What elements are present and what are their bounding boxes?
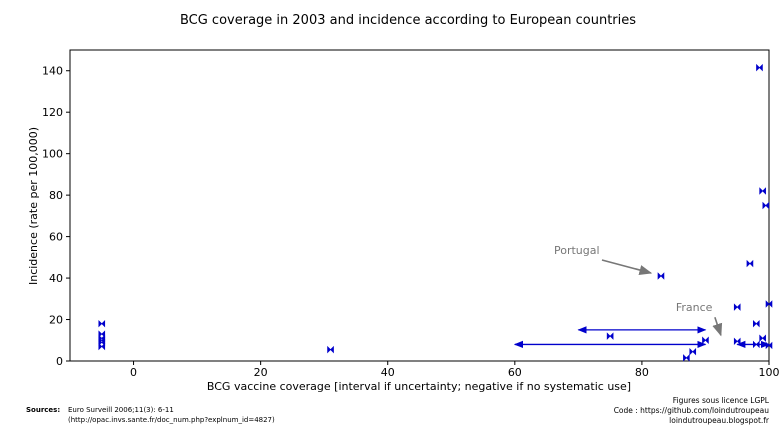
y-tick-label: 20 (49, 314, 63, 327)
blog-link: loindutroupeau.blogspot.fr (669, 416, 769, 425)
y-tick-label: 80 (49, 189, 63, 202)
x-tick-label: 40 (381, 366, 395, 379)
y-axis-label: Incidence (rate per 100,000) (27, 127, 40, 285)
y-tick-label: 100 (42, 148, 63, 161)
sources-block: Sources: Euro Surveill 2006;11(3): 6-11 … (26, 406, 275, 424)
y-tick-label: 60 (49, 231, 63, 244)
credits-block: Figures sous licence LGPL Code : https:/… (614, 396, 769, 426)
data-point (689, 347, 697, 356)
data-point (765, 341, 773, 350)
interval-arrows (513, 326, 770, 349)
data-point (759, 334, 766, 342)
data-points (98, 63, 773, 362)
data-point (733, 303, 741, 311)
data-point (327, 345, 334, 354)
y-tick-label: 140 (42, 65, 63, 78)
plot-area (69, 49, 770, 362)
data-point (752, 319, 760, 328)
data-point (765, 300, 773, 308)
source-reference: Euro Surveill 2006;11(3): 6-11 (68, 406, 174, 414)
y-tick-label: 40 (49, 272, 63, 285)
y-axis: 0 20 40 60 80 100 120 140 (42, 65, 70, 368)
x-tick-label: 0 (130, 366, 137, 379)
annotation-label: France (676, 301, 713, 314)
data-point (657, 272, 665, 280)
data-point (606, 332, 614, 340)
x-axis-label: BCG vaccine coverage [interval if uncert… (207, 380, 631, 393)
x-tick-label: 60 (508, 366, 522, 379)
data-point (762, 201, 770, 210)
data-point (733, 337, 741, 346)
x-tick-label: 100 (759, 366, 780, 379)
x-axis: 0 20 40 60 80 100 (130, 361, 780, 379)
annotations: Portugal France (554, 244, 723, 337)
chart-title: BCG coverage in 2003 and incidence accor… (180, 13, 636, 28)
data-point (98, 342, 106, 351)
x-tick-label: 80 (635, 366, 649, 379)
data-point (702, 336, 709, 344)
sources-label: Sources: (26, 406, 61, 414)
data-point (98, 319, 106, 328)
code-link: Code : https://github.com/loindutroupeau (613, 406, 769, 415)
x-tick-label: 20 (254, 366, 268, 379)
data-point (746, 259, 754, 268)
annotation-label: Portugal (554, 244, 600, 257)
y-tick-label: 0 (56, 355, 63, 368)
data-point (759, 187, 766, 195)
source-url: (http://opac.invs.sante.fr/doc_num.php?e… (68, 416, 275, 424)
license-text: Figures sous licence LGPL (672, 396, 769, 405)
data-point (756, 63, 763, 72)
data-point (752, 340, 760, 349)
y-tick-label: 120 (42, 106, 63, 119)
annotation-arrow (601, 259, 653, 275)
annotation-arrow (712, 316, 723, 337)
data-point (683, 354, 690, 362)
